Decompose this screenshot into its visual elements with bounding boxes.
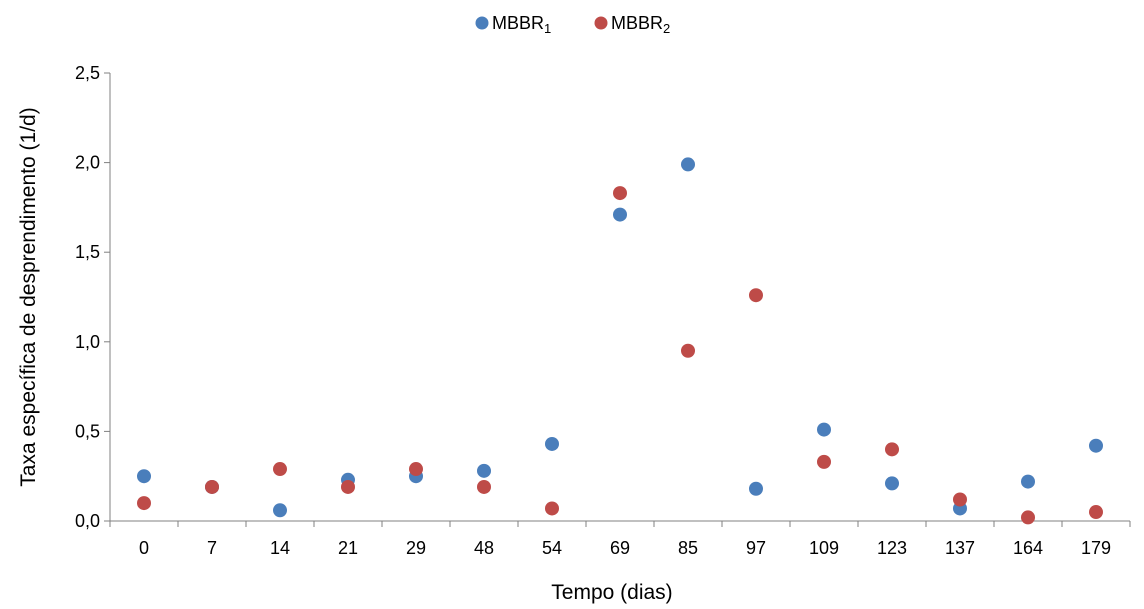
data-point-mbbr2 [1089, 505, 1103, 519]
data-point-mbbr2 [953, 492, 967, 506]
data-point-mbbr2 [477, 480, 491, 494]
data-point-mbbr2 [1021, 510, 1035, 524]
x-axis-title: Tempo (dias) [551, 581, 672, 604]
x-axis-ticks: 0 7 14 21 29 48 54 69 85 97 109 123 137 164 179 [110, 521, 1130, 558]
x-tick-label: 21 [338, 538, 358, 558]
legend-marker-mbbr1 [476, 17, 489, 30]
x-tick-label: 123 [877, 538, 907, 558]
data-point-mbbr2 [749, 288, 763, 302]
y-axis-title: Taxa específica de desprendimento (1/d) [17, 107, 40, 486]
data-point-mbbr2 [205, 480, 219, 494]
data-point-mbbr1 [749, 482, 763, 496]
legend: MBBR1 MBBR2 [476, 13, 671, 36]
x-tick-label: 97 [746, 538, 766, 558]
y-tick-label: 1,5 [75, 242, 100, 262]
data-point-mbbr2 [273, 462, 287, 476]
data-point-mbbr1 [137, 469, 151, 483]
x-tick-label: 54 [542, 538, 562, 558]
x-tick-label: 179 [1081, 538, 1111, 558]
y-tick-label: 0,0 [75, 511, 100, 531]
x-tick-label: 48 [474, 538, 494, 558]
y-tick-label: 0,5 [75, 421, 100, 441]
data-point-mbbr1 [1021, 475, 1035, 489]
data-point-mbbr1 [681, 157, 695, 171]
x-tick-label: 0 [139, 538, 149, 558]
legend-label-mbbr1: MBBR1 [492, 13, 551, 36]
data-point-mbbr2 [341, 480, 355, 494]
data-point-mbbr1 [885, 476, 899, 490]
data-point-mbbr2 [681, 344, 695, 358]
x-tick-label: 7 [207, 538, 217, 558]
legend-label-mbbr2: MBBR2 [611, 13, 670, 36]
data-point-mbbr2 [137, 496, 151, 510]
x-tick-label: 14 [270, 538, 290, 558]
x-tick-label: 137 [945, 538, 975, 558]
x-tick-label: 85 [678, 538, 698, 558]
y-tick-label: 1,0 [75, 332, 100, 352]
data-point-mbbr2 [545, 501, 559, 515]
data-point-mbbr2 [613, 186, 627, 200]
data-point-mbbr1 [1089, 439, 1103, 453]
x-tick-label: 109 [809, 538, 839, 558]
data-point-mbbr2 [885, 442, 899, 456]
y-tick-label: 2,5 [75, 63, 100, 83]
data-points [137, 157, 1103, 524]
data-point-mbbr1 [613, 208, 627, 222]
y-axis-ticks: 0,0 0,5 1,0 1,5 2,0 2,5 [75, 63, 110, 531]
data-point-mbbr1 [273, 503, 287, 517]
y-tick-label: 2,0 [75, 153, 100, 173]
x-tick-label: 29 [406, 538, 426, 558]
data-point-mbbr1 [545, 437, 559, 451]
x-tick-label: 69 [610, 538, 630, 558]
data-point-mbbr2 [409, 462, 423, 476]
data-point-mbbr2 [817, 455, 831, 469]
legend-marker-mbbr2 [595, 17, 608, 30]
data-point-mbbr1 [477, 464, 491, 478]
data-point-mbbr1 [817, 423, 831, 437]
x-tick-label: 164 [1013, 538, 1043, 558]
